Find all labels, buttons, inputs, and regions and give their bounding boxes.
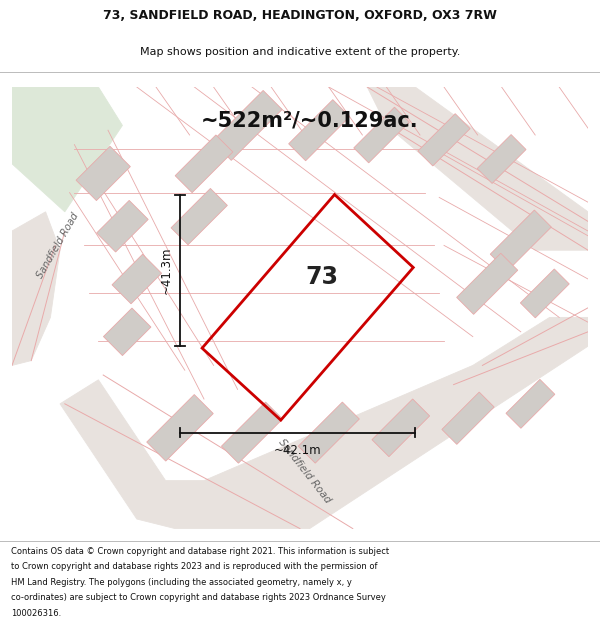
- Polygon shape: [12, 87, 122, 212]
- Text: co-ordinates) are subject to Crown copyright and database rights 2023 Ordnance S: co-ordinates) are subject to Crown copyr…: [11, 593, 386, 602]
- Polygon shape: [490, 210, 551, 271]
- Polygon shape: [60, 318, 588, 529]
- Polygon shape: [76, 146, 130, 201]
- Polygon shape: [298, 402, 359, 463]
- Text: HM Land Registry. The polygons (including the associated geometry, namely x, y: HM Land Registry. The polygons (includin…: [11, 578, 352, 587]
- Polygon shape: [354, 107, 409, 163]
- Polygon shape: [112, 254, 161, 304]
- Text: Map shows position and indicative extent of the property.: Map shows position and indicative extent…: [140, 47, 460, 57]
- Polygon shape: [372, 399, 430, 457]
- Polygon shape: [367, 87, 588, 250]
- Text: to Crown copyright and database rights 2023 and is reproduced with the permissio: to Crown copyright and database rights 2…: [11, 562, 377, 571]
- Polygon shape: [457, 253, 518, 314]
- Text: 73: 73: [305, 265, 338, 289]
- Polygon shape: [175, 135, 233, 192]
- Text: 100026316.: 100026316.: [11, 609, 61, 618]
- Polygon shape: [97, 201, 148, 252]
- Polygon shape: [442, 392, 494, 444]
- Text: Contains OS data © Crown copyright and database right 2021. This information is : Contains OS data © Crown copyright and d…: [11, 546, 389, 556]
- Polygon shape: [147, 394, 213, 461]
- Polygon shape: [12, 212, 60, 366]
- Polygon shape: [520, 269, 569, 318]
- Text: ~42.1m: ~42.1m: [274, 444, 322, 457]
- Polygon shape: [477, 134, 526, 184]
- Polygon shape: [418, 114, 470, 166]
- Polygon shape: [289, 99, 350, 161]
- Polygon shape: [212, 91, 282, 161]
- Text: Sandfield Road: Sandfield Road: [35, 211, 81, 280]
- Polygon shape: [221, 402, 283, 463]
- Text: Sandfield Road: Sandfield Road: [277, 437, 333, 505]
- Text: ~522m²/~0.129ac.: ~522m²/~0.129ac.: [201, 111, 418, 131]
- Polygon shape: [506, 379, 555, 428]
- Text: ~41.3m: ~41.3m: [160, 247, 172, 294]
- Polygon shape: [103, 308, 151, 356]
- Polygon shape: [171, 189, 227, 245]
- Text: 73, SANDFIELD ROAD, HEADINGTON, OXFORD, OX3 7RW: 73, SANDFIELD ROAD, HEADINGTON, OXFORD, …: [103, 9, 497, 22]
